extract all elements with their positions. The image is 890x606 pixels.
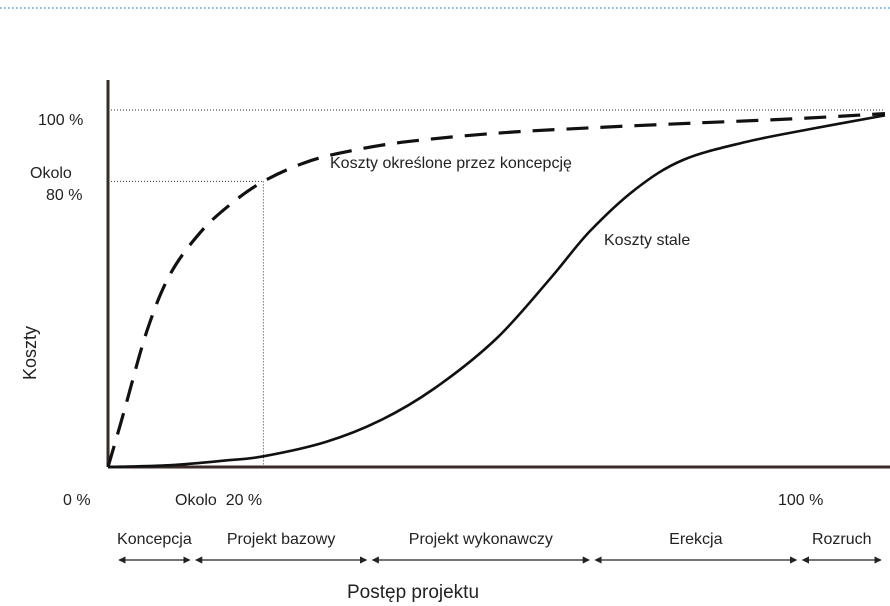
y-axis-title: Koszty (20, 326, 40, 380)
y-tick-label-100: 100 % (38, 112, 83, 129)
phase-label-3: Erekcja (669, 531, 722, 548)
x-tick-label-0: 0 % (63, 492, 91, 509)
y-tick-label-80-line1: Okolo (30, 165, 72, 182)
x-tick-label-20: Okolo 20 % (175, 492, 262, 509)
y-tick-label-80-line2: 80 % (46, 187, 82, 204)
phase-label-2: Projekt wykonawczy (409, 531, 553, 548)
phase-label-0: Koncepcja (117, 531, 192, 548)
phase-label-1: Projekt bazowy (227, 531, 336, 548)
series-label-concept-costs: Koszty określone przez koncepcję (330, 155, 572, 172)
series-label-fixed-costs: Koszty stale (604, 232, 690, 249)
series-line-fixed-costs (107, 114, 886, 469)
phase-label-4: Rozruch (812, 531, 872, 548)
x-axis-title: Postęp projektu (347, 582, 479, 603)
x-tick-label-100: 100 % (778, 492, 823, 509)
project-phases: Koncepcja Projekt bazowy Projekt wykonawcz… (117, 531, 882, 564)
